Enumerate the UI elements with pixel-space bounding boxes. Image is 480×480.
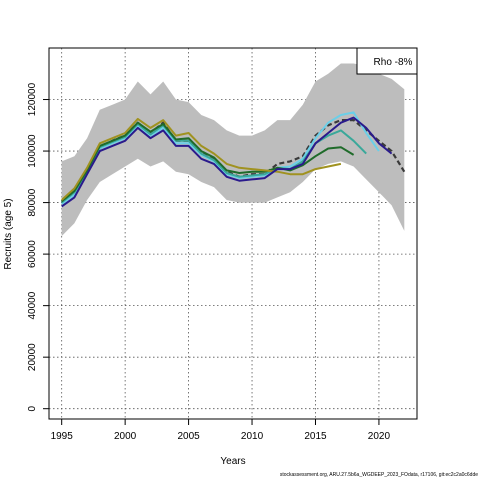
y-tick-label: 20000 — [27, 343, 38, 371]
series-line-6 — [61, 117, 342, 201]
grid-lines — [49, 48, 417, 419]
x-tick-label: 2010 — [241, 431, 264, 442]
y-tick-label: 80000 — [27, 188, 38, 216]
x-tick-label: 2015 — [304, 431, 327, 442]
x-tick-label: 2020 — [368, 431, 391, 442]
series-line-2 — [61, 116, 393, 208]
confidence-band-layer — [61, 63, 405, 237]
legend-box — [356, 47, 418, 75]
legend-text: Rho -8% — [374, 57, 413, 68]
x-tick-label: 2005 — [177, 431, 200, 442]
y-tick-label: 0 — [27, 405, 38, 411]
y-axis-label: Recruits (age 5) — [3, 198, 14, 269]
axes: 1995 2000 2005 2010 2015 2020 0 20000 40000 60000… — [27, 82, 391, 442]
confidence-band — [61, 63, 405, 237]
x-axis-label: Years — [220, 456, 245, 467]
legend: Rho -8% — [356, 47, 418, 75]
series-line-5 — [61, 121, 355, 203]
y-tick-label: 100000 — [27, 134, 38, 168]
y-tick-label: 60000 — [27, 240, 38, 268]
x-tick-label: 2000 — [114, 431, 137, 442]
series-layer — [61, 111, 406, 208]
source-footnote: stockassessment.org, ARU.27.5b6a_WGDEEP_… — [279, 472, 478, 478]
y-tick-label: 120000 — [27, 82, 38, 116]
y-tick-label: 40000 — [27, 291, 38, 319]
x-tick-label: 1995 — [51, 431, 74, 442]
